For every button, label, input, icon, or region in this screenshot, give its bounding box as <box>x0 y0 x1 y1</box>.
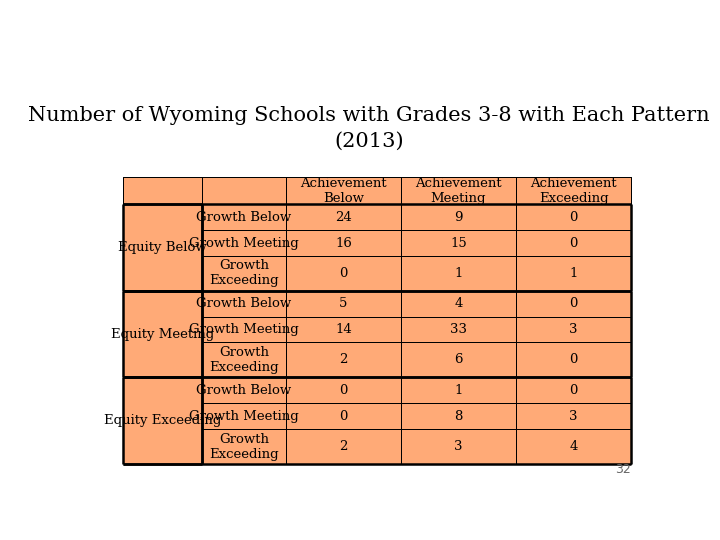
Bar <box>124 377 202 403</box>
Text: Achievement
Exceeding: Achievement Exceeding <box>531 177 617 205</box>
Text: Growth
Exceeding: Growth Exceeding <box>209 259 279 287</box>
Text: Equity Below: Equity Below <box>118 241 207 254</box>
Bar <box>202 256 286 291</box>
Bar <box>516 429 631 464</box>
Bar <box>124 342 202 377</box>
Text: 0: 0 <box>570 211 578 224</box>
Bar <box>516 204 631 230</box>
Bar <box>286 291 401 316</box>
Text: 2: 2 <box>339 354 348 367</box>
Text: Growth
Exceeding: Growth Exceeding <box>209 346 279 374</box>
Bar <box>124 316 202 342</box>
Bar <box>516 256 631 291</box>
Text: Equity Meeting: Equity Meeting <box>111 328 215 341</box>
Bar <box>202 377 286 403</box>
Text: 16: 16 <box>335 237 352 249</box>
Text: Growth Below: Growth Below <box>197 384 292 397</box>
Bar <box>202 316 286 342</box>
Text: 0: 0 <box>570 298 578 310</box>
Text: 0: 0 <box>339 267 348 280</box>
Bar <box>401 204 516 230</box>
Bar <box>516 342 631 377</box>
Bar <box>516 291 631 316</box>
Bar <box>286 230 401 256</box>
Bar <box>401 291 516 316</box>
Bar <box>286 204 401 230</box>
Bar <box>401 403 516 429</box>
Text: 3: 3 <box>454 440 463 453</box>
Text: 2: 2 <box>339 440 348 453</box>
Text: 5: 5 <box>339 298 348 310</box>
Text: 3: 3 <box>570 410 578 423</box>
Bar <box>124 429 202 464</box>
Text: 4: 4 <box>570 440 578 453</box>
Text: Growth
Exceeding: Growth Exceeding <box>209 433 279 461</box>
Bar <box>516 316 631 342</box>
Text: 0: 0 <box>339 410 348 423</box>
Text: Equity Exceeding: Equity Exceeding <box>104 414 222 427</box>
Text: Growth Meeting: Growth Meeting <box>189 237 299 249</box>
Bar <box>516 377 631 403</box>
Bar <box>401 342 516 377</box>
Bar <box>286 429 401 464</box>
Text: Achievement
Below: Achievement Below <box>300 177 387 205</box>
Bar <box>202 230 286 256</box>
Bar <box>124 403 202 429</box>
Bar <box>286 256 401 291</box>
Bar <box>124 204 202 230</box>
Text: 9: 9 <box>454 211 463 224</box>
Text: 1: 1 <box>454 384 463 397</box>
Text: 6: 6 <box>454 354 463 367</box>
Text: Growth Below: Growth Below <box>197 211 292 224</box>
Text: 4: 4 <box>454 298 463 310</box>
Text: 1: 1 <box>454 267 463 280</box>
Text: Growth Meeting: Growth Meeting <box>189 323 299 336</box>
Bar <box>286 316 401 342</box>
Text: Number of Wyoming Schools with Grades 3-8 with Each Pattern
(2013): Number of Wyoming Schools with Grades 3-… <box>28 106 710 150</box>
Text: Growth Below: Growth Below <box>197 298 292 310</box>
Text: 0: 0 <box>570 384 578 397</box>
Bar <box>202 177 286 204</box>
Bar <box>202 342 286 377</box>
Bar <box>516 403 631 429</box>
Bar <box>124 256 202 291</box>
Bar <box>124 291 202 316</box>
Bar <box>202 291 286 316</box>
Text: 1: 1 <box>570 267 578 280</box>
Text: 32: 32 <box>616 463 631 476</box>
Bar <box>124 230 202 256</box>
Text: 0: 0 <box>339 384 348 397</box>
Bar <box>401 230 516 256</box>
Bar <box>516 177 631 204</box>
Bar <box>516 230 631 256</box>
Text: 0: 0 <box>570 354 578 367</box>
Bar <box>202 403 286 429</box>
Bar <box>286 403 401 429</box>
Bar <box>286 342 401 377</box>
Bar <box>202 429 286 464</box>
Text: Growth Meeting: Growth Meeting <box>189 410 299 423</box>
Text: 33: 33 <box>450 323 467 336</box>
Bar <box>401 377 516 403</box>
Text: 24: 24 <box>335 211 352 224</box>
Text: 15: 15 <box>450 237 467 249</box>
Bar <box>286 177 401 204</box>
Bar <box>401 177 516 204</box>
Text: 14: 14 <box>335 323 352 336</box>
Bar <box>401 316 516 342</box>
Bar <box>124 177 202 204</box>
Bar <box>286 377 401 403</box>
Bar <box>202 204 286 230</box>
Text: 0: 0 <box>570 237 578 249</box>
Text: 3: 3 <box>570 323 578 336</box>
Text: 8: 8 <box>454 410 463 423</box>
Bar <box>401 429 516 464</box>
Text: Achievement
Meeting: Achievement Meeting <box>415 177 502 205</box>
Bar <box>401 256 516 291</box>
